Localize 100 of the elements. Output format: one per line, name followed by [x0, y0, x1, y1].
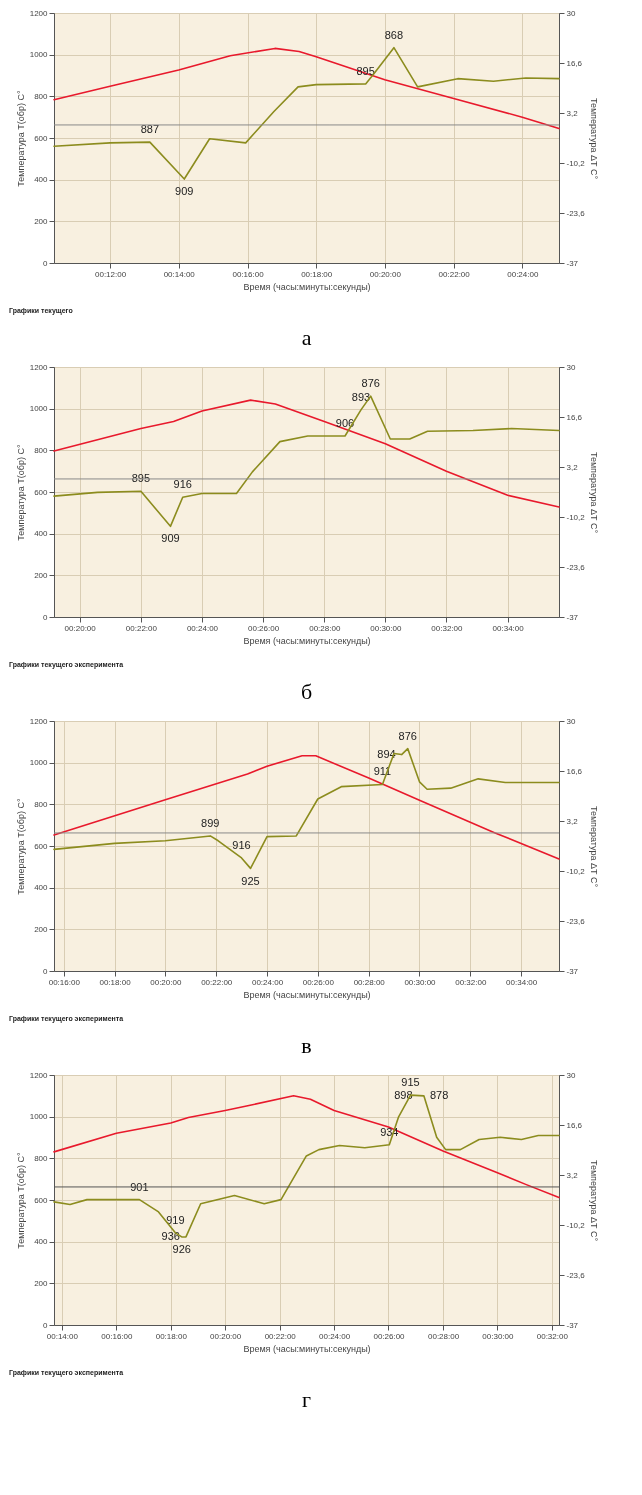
annotation: 898	[394, 1088, 413, 1101]
y-tick-label: 600	[34, 1195, 49, 1205]
x-tick-label: 00:28:00	[427, 1331, 460, 1341]
x-tick-label: 00:20:00	[369, 269, 402, 279]
y-tick-label: 1000	[29, 50, 49, 60]
y-tick-label: 1200	[29, 716, 49, 726]
y2-tick-label: -10,2	[566, 1220, 586, 1230]
line-series	[53, 399, 560, 508]
x-tick-label: 00:18:00	[155, 1331, 188, 1341]
annotation: 894	[377, 747, 396, 760]
y2-tick-label: 30	[566, 8, 576, 18]
x-axis-title: Время (часы:минуты:секунды)	[243, 1343, 371, 1354]
y-tick-label: 1200	[29, 362, 49, 372]
annotation: 906	[335, 417, 355, 430]
y2-tick-label: -23,6	[566, 562, 586, 572]
y-tick-label: 0	[43, 966, 49, 976]
y-tick-label: 400	[34, 1237, 49, 1247]
y2-axis-title: Температура ΔТ С°	[588, 805, 599, 888]
text: в	[301, 1033, 312, 1058]
y2-tick-label: 3,2	[566, 816, 579, 826]
x-tick-label: 00:30:00	[482, 1331, 515, 1341]
x-tick-label: 00:24:00	[507, 269, 539, 279]
y2-tick-label: -10,2	[566, 158, 586, 168]
annotation: 901	[130, 1180, 149, 1193]
y2-axis-title: Температура ΔТ С°	[588, 451, 599, 534]
text: г	[301, 1387, 312, 1412]
x-tick-label: 00:24:00	[186, 623, 219, 633]
y-tick-label: 800	[34, 445, 49, 455]
y-tick-label: 200	[34, 216, 49, 226]
y-tick-label: 1200	[29, 8, 49, 18]
annotation: 878	[429, 1088, 449, 1101]
y2-tick-label: 30	[566, 362, 576, 372]
x-tick-label: 00:32:00	[431, 623, 464, 633]
y-tick-label: 1000	[29, 758, 49, 768]
x-axis-title: Время (часы:минуты:секунды)	[243, 989, 371, 1000]
x-tick-label: 00:26:00	[373, 1331, 406, 1341]
y-axis-title: Температура Т(обр) С°	[15, 1151, 26, 1249]
y-tick-label: 0	[43, 258, 49, 268]
x-tick-label: 00:14:00	[163, 269, 196, 279]
y2-tick-label: 16,6	[566, 412, 583, 422]
x-tick-label: 00:28:00	[309, 623, 341, 633]
y-tick-label: 400	[34, 883, 49, 893]
x-tick-label: 00:26:00	[247, 623, 280, 633]
annotation: 893	[351, 390, 371, 403]
x-tick-label: 00:20:00	[150, 977, 182, 987]
text: а	[301, 325, 312, 350]
y2-tick-label: -37	[566, 258, 579, 268]
y2-tick-label: -23,6	[566, 208, 586, 218]
annotation: 868	[384, 28, 404, 41]
y2-axis-title: Температура ΔТ С°	[588, 1159, 599, 1242]
annotation: 915	[401, 1076, 420, 1088]
annotation: 916	[232, 839, 251, 852]
y-tick-label: 600	[34, 133, 49, 143]
y-tick-label: 800	[34, 1153, 49, 1163]
y-tick-label: 400	[34, 175, 49, 185]
x-tick-label: 00:32:00	[536, 1331, 569, 1341]
y2-tick-label: -37	[566, 1320, 579, 1330]
annotation: 926	[172, 1243, 191, 1256]
x-tick-label: 00:34:00	[506, 977, 538, 987]
x-tick-label: 00:18:00	[301, 269, 333, 279]
x-tick-label: 00:30:00	[370, 623, 402, 633]
y-axis-title: Температура Т(обр) С°	[15, 443, 26, 541]
x-tick-label: 00:32:00	[455, 977, 487, 987]
y-tick-label: 600	[34, 841, 49, 851]
x-tick-label: 00:24:00	[319, 1331, 351, 1341]
annotation: 919	[166, 1213, 185, 1226]
text: б	[300, 679, 313, 704]
y2-tick-label: 3,2	[566, 462, 579, 472]
annotation: 936	[161, 1230, 180, 1243]
y-tick-label: 400	[34, 529, 49, 539]
y2-tick-label: 30	[566, 1070, 576, 1080]
x-tick-label: 00:20:00	[210, 1331, 242, 1341]
y2-tick-label: -23,6	[566, 916, 586, 926]
y-tick-label: 200	[34, 570, 49, 580]
x-tick-label: 00:16:00	[48, 977, 81, 987]
x-tick-label: 00:26:00	[302, 977, 335, 987]
y-axis-title: Температура Т(обр) С°	[15, 797, 26, 895]
y-tick-label: 0	[43, 1320, 49, 1330]
x-tick-label: 00:16:00	[101, 1331, 134, 1341]
y2-tick-label: -23,6	[566, 1270, 586, 1280]
line-series	[53, 46, 560, 180]
x-tick-label: 00:22:00	[438, 269, 471, 279]
x-tick-label: 00:14:00	[46, 1331, 79, 1341]
line-series	[53, 395, 560, 528]
y-axis-title: Температура Т(обр) С°	[15, 89, 26, 187]
y2-tick-label: -37	[566, 612, 579, 622]
y2-tick-label: -10,2	[566, 866, 586, 876]
x-tick-label: 00:12:00	[94, 269, 127, 279]
x-tick-label: 00:22:00	[264, 1331, 297, 1341]
x-axis-title: Время (часы:минуты:секунды)	[243, 635, 371, 646]
y2-tick-label: 16,6	[566, 58, 583, 68]
y2-tick-label: -10,2	[566, 512, 586, 522]
y2-tick-label: 3,2	[566, 108, 579, 118]
y2-tick-label: 16,6	[566, 766, 583, 776]
x-tick-label: 00:22:00	[201, 977, 233, 987]
x-tick-label: 00:34:00	[492, 623, 525, 633]
annotation: 909	[175, 185, 194, 198]
x-tick-label: 00:24:00	[251, 977, 284, 987]
x-tick-label: 00:22:00	[125, 623, 158, 633]
y-tick-label: 1200	[29, 1070, 49, 1080]
